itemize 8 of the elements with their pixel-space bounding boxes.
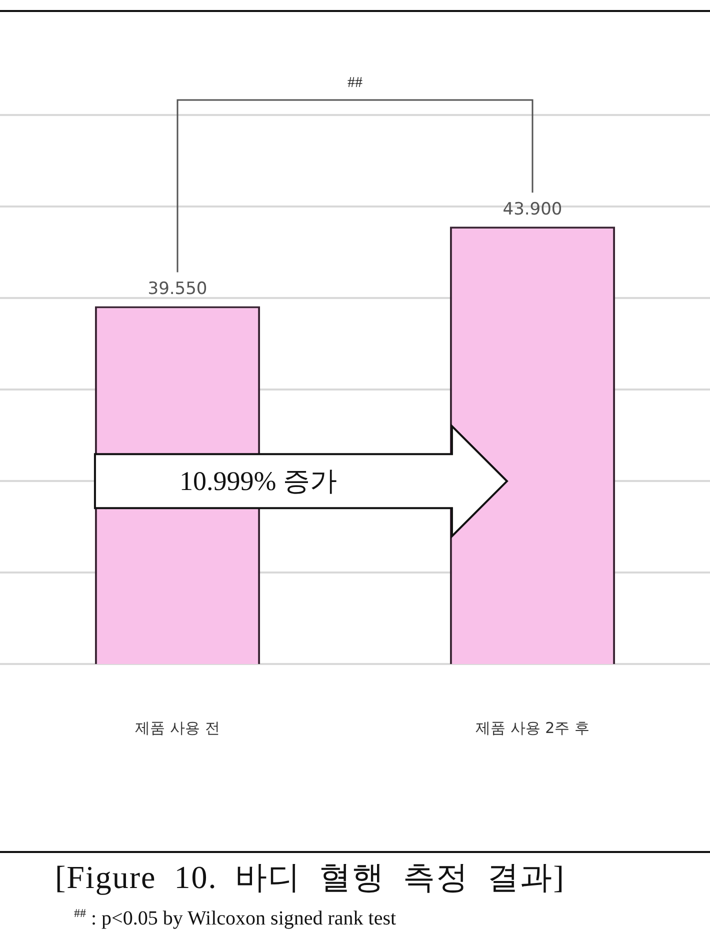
text: ## bbox=[348, 75, 362, 92]
data-label: 43.900 bbox=[502, 200, 562, 220]
text: [Figure 10. 바디 혈행 측정 결과] bbox=[55, 858, 565, 897]
x-tick-label: 제품 사용 전 bbox=[135, 718, 220, 737]
text: $^{##}$ : p<0.05 by Wilcoxon signed rank test bbox=[74, 906, 396, 931]
data-label: 39.550 bbox=[148, 279, 208, 300]
x-tick-label: 제품 사용 2주 후 bbox=[476, 718, 590, 737]
annotation: 10.999% 증가 bbox=[179, 465, 337, 498]
